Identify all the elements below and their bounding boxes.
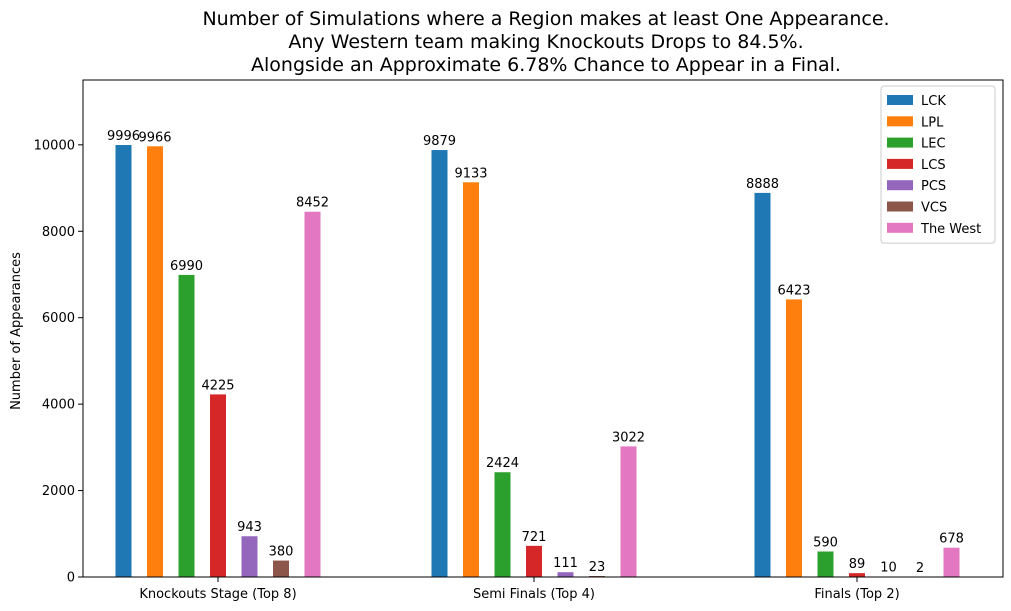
bar-lcs-2 (849, 573, 865, 577)
legend-label-pcs: PCS (921, 179, 946, 194)
legend-label-the-west: The West (920, 222, 981, 237)
bar-lcs-1 (526, 545, 542, 577)
bar-value-label: 678 (939, 532, 964, 547)
chart-title: Number of Simulations where a Region mak… (202, 8, 889, 76)
bar-value-label: 9879 (423, 134, 456, 149)
chart-title-line-2: Any Western team making Knockouts Drops … (288, 31, 803, 53)
bar-lck-2 (754, 192, 771, 577)
bar-pcs-0 (241, 536, 258, 577)
bar-value-label: 10 (880, 561, 897, 576)
y-tick-label: 10000 (34, 138, 75, 153)
x-axis: Knockouts Stage (Top 8) Semi Finals (Top … (139, 577, 900, 602)
bar-value-label: 8888 (746, 177, 779, 192)
legend-swatch-lck (887, 95, 913, 105)
bar-value-label: 590 (813, 536, 838, 551)
bar-lpl-2 (786, 299, 802, 577)
bar-lec-0 (178, 274, 195, 577)
bar-lcs-0 (210, 394, 226, 577)
bar-lec-1 (494, 472, 511, 577)
bar-labels-group: 9996 9879 8888 9966 9133 6423 6990 2424 590 4225 7… (107, 129, 964, 576)
y-tick-label: 8000 (42, 225, 75, 240)
bar-lec-2 (817, 551, 834, 577)
legend-swatch-lpl (887, 116, 913, 127)
legend-swatch-pcs (887, 180, 913, 191)
bars-group (115, 144, 960, 577)
bar-value-label: 23 (589, 560, 606, 575)
chart-title-line-3: Alongside an Approximate 6.78% Chance to… (251, 54, 841, 76)
legend-label-lec: LEC (921, 137, 946, 152)
bar-lpl-0 (147, 146, 163, 577)
legend-label-lck: LCK (921, 94, 946, 109)
bar-value-label: 2 (916, 561, 924, 576)
y-tick-label: 2000 (42, 484, 75, 499)
bar-value-label: 111 (553, 556, 578, 571)
y-tick-label: 0 (67, 571, 75, 586)
bar-value-label: 2424 (486, 456, 519, 471)
x-tick-label: Semi Finals (Top 4) (473, 587, 595, 602)
y-axis-label: Number of Appearances (9, 252, 24, 410)
bar-value-label: 9133 (454, 166, 487, 181)
bar-the-west-0 (304, 211, 321, 577)
bar-pcs-1 (557, 572, 574, 577)
bar-vcs-0 (273, 560, 289, 577)
bar-value-label: 9966 (138, 130, 171, 145)
bar-the-west-1 (620, 446, 637, 577)
bar-value-label: 8452 (296, 196, 329, 211)
bar-value-label: 3022 (612, 430, 645, 445)
legend-label-vcs: VCS (921, 201, 947, 216)
legend-swatch-vcs (887, 201, 913, 212)
legend-swatch-the-west (887, 222, 913, 233)
chart-title-line-1: Number of Simulations where a Region mak… (202, 8, 889, 30)
legend-swatch-lcs (887, 158, 913, 169)
bar-value-label: 4225 (201, 378, 234, 393)
plot-area-frame (82, 79, 1004, 578)
bar-lck-1 (431, 150, 448, 577)
y-axis: 0 2000 4000 6000 8000 10000 (34, 138, 83, 586)
bar-value-label: 721 (522, 530, 547, 545)
bar-value-label: 380 (269, 545, 294, 560)
bar-value-label: 89 (849, 557, 866, 572)
bar-value-label: 943 (237, 520, 262, 535)
y-tick-label: 4000 (42, 398, 75, 413)
legend-label-lcs: LCS (921, 158, 946, 173)
bar-lck-0 (115, 144, 132, 577)
legend-label-lpl: LPL (921, 115, 944, 130)
y-tick-label: 6000 (42, 311, 75, 326)
legend: LCK LPL LEC LCS PCS VCS The West (880, 85, 996, 244)
bar-the-west-2 (943, 547, 960, 577)
x-tick-label: Knockouts Stage (Top 8) (139, 587, 296, 602)
bar-value-label: 6423 (777, 283, 810, 298)
bar-value-label: 6990 (170, 259, 203, 274)
bar-value-label: 9996 (107, 129, 140, 144)
bar-lpl-1 (463, 182, 479, 577)
x-tick-label: Finals (Top 2) (814, 587, 899, 602)
legend-swatch-lec (887, 137, 913, 148)
